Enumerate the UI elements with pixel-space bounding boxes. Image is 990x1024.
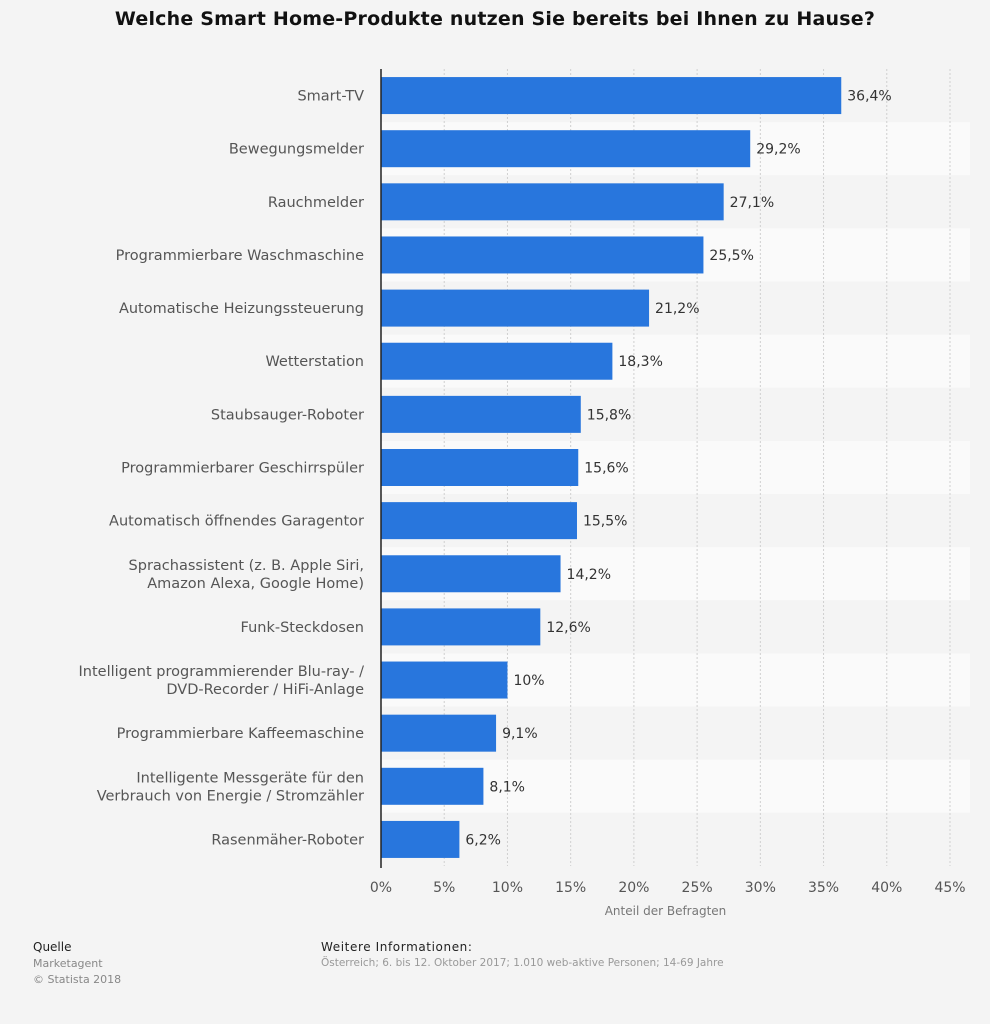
value-label: 27,1%	[730, 195, 774, 211]
bar	[381, 820, 460, 858]
category-label: Programmierbarer Geschirrspüler	[121, 461, 364, 477]
chart-title: Welche Smart Home-Produkte nutzen Sie be…	[114, 8, 876, 30]
category-label: Automatische Heizungssteuerung	[119, 301, 364, 317]
row-band	[381, 812, 970, 866]
bar	[381, 236, 704, 274]
value-label: 18,3%	[618, 354, 662, 370]
category-label: Automatisch öffnendes Garagentor	[109, 514, 364, 530]
source-name: Marketagent	[33, 957, 103, 970]
bar	[381, 714, 497, 752]
category-label: Rauchmelder	[268, 195, 364, 211]
category-label: Programmierbare Waschmaschine	[116, 248, 364, 264]
x-tick-label: 10%	[492, 880, 523, 896]
bar	[381, 661, 508, 699]
category-label: Staubsauger-Roboter	[211, 407, 364, 423]
bar	[381, 130, 751, 168]
value-label: 8,1%	[489, 779, 525, 795]
value-label: 21,2%	[655, 301, 699, 317]
value-label: 15,8%	[587, 407, 631, 423]
x-tick-label: 40%	[871, 880, 902, 896]
x-tick-label: 45%	[934, 880, 965, 896]
x-tick-label: 0%	[370, 880, 392, 896]
x-tick-label: 35%	[808, 880, 839, 896]
value-label: 10%	[513, 673, 544, 689]
bar	[381, 555, 561, 593]
category-label: Funk-Steckdosen	[241, 620, 364, 636]
x-tick-label: 30%	[745, 880, 776, 896]
category-label: Smart-TV	[297, 89, 364, 105]
value-label: 15,6%	[584, 461, 628, 477]
value-label: 6,2%	[465, 832, 501, 848]
bar-chart: 0% 5% 10% 15% 20% 25% 30% 35% 40% 45% Anteil der B…	[78, 69, 970, 918]
x-tick-label: 20%	[618, 880, 649, 896]
info-text: Österreich; 6. bis 12. Oktober 2017; 1.0…	[321, 957, 724, 969]
category-label: Bewegungsmelder	[229, 142, 364, 158]
copyright-text: © Statista 2018	[33, 973, 122, 986]
x-axis-label: Anteil der Befragten	[605, 904, 727, 918]
info-title: Weitere Informationen:	[321, 940, 473, 954]
value-label: 25,5%	[709, 248, 753, 264]
x-tick-label: 5%	[433, 880, 455, 896]
value-label: 36,4%	[847, 89, 891, 105]
value-label: 14,2%	[567, 567, 611, 583]
x-tick-label: 15%	[555, 880, 586, 896]
bar	[381, 502, 577, 540]
category-label: Programmierbare Kaffeemaschine	[117, 726, 364, 742]
category-label: Wetterstation	[265, 354, 364, 370]
value-label: 15,5%	[583, 514, 627, 530]
category-label: Sprachassistent (z. B. Apple Siri, Amazon…	[129, 558, 364, 592]
value-label: 12,6%	[546, 620, 590, 636]
category-label: Rasenmäher-Roboter	[211, 832, 364, 848]
bar	[381, 608, 541, 646]
value-label: 9,1%	[502, 726, 538, 742]
bar	[381, 767, 484, 805]
category-label: Intelligent programmierender Blu-ray- / D…	[79, 664, 365, 698]
bar	[381, 183, 724, 221]
bar	[381, 342, 613, 380]
source-title: Quelle	[33, 940, 72, 954]
bar	[381, 449, 579, 486]
bar	[381, 395, 581, 433]
category-label: Intelligente Messgeräte für den Verbrauch…	[97, 770, 364, 804]
x-tick-label: 25%	[682, 880, 713, 896]
bar	[381, 77, 842, 115]
value-label: 29,2%	[756, 142, 800, 158]
bar	[381, 289, 650, 327]
